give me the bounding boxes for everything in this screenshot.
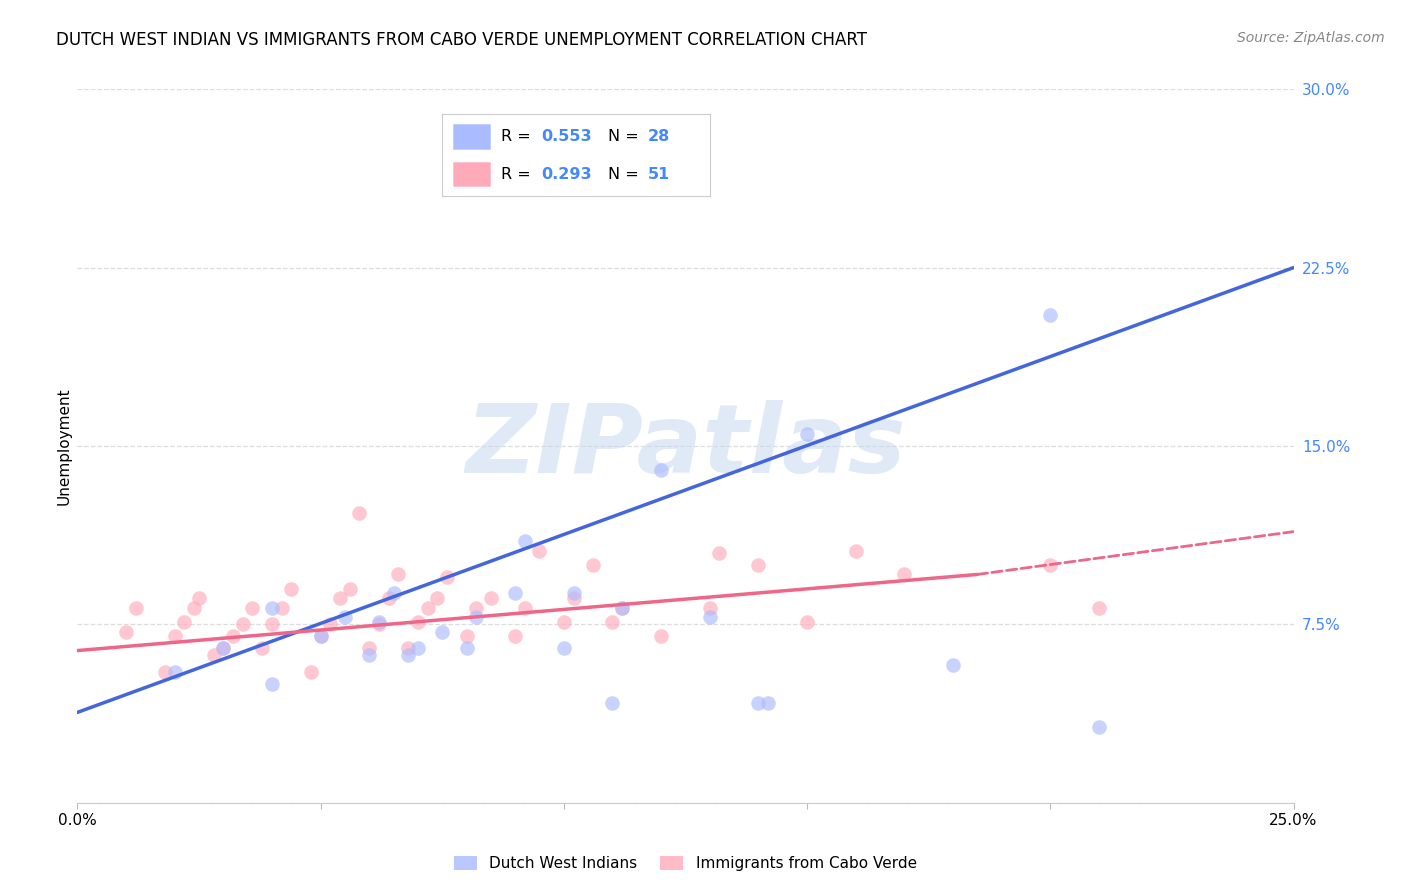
Point [406,641,429,656]
Point [562,591,585,606]
Point [280,582,302,596]
Point [699,610,721,624]
Point [893,567,915,582]
Point [747,558,769,572]
Point [250,641,273,656]
Legend: Dutch West Indians, Immigrants from Cabo Verde: Dutch West Indians, Immigrants from Cabo… [449,850,922,877]
Point [612,600,634,615]
Point [1039,308,1062,322]
Point [260,677,283,691]
FancyBboxPatch shape [453,161,491,186]
Point [845,543,868,558]
Point [212,641,235,656]
Text: 0.553: 0.553 [541,128,592,144]
Point [650,629,672,643]
Point [125,600,148,615]
Point [709,546,731,560]
Point [582,558,605,572]
Text: R =: R = [501,167,536,182]
Text: 51: 51 [648,167,671,182]
Point [1088,600,1111,615]
Point [503,629,526,643]
Point [359,648,381,663]
Point [553,615,575,629]
Point [1088,720,1111,734]
Point [942,657,965,672]
Point [513,534,536,549]
Text: N =: N = [607,167,644,182]
Point [465,600,488,615]
Point [796,427,818,442]
Point [529,543,551,558]
Y-axis label: Unemployment: Unemployment [56,387,72,505]
Point [212,641,235,656]
Point [465,610,488,624]
Point [416,600,439,615]
Text: Source: ZipAtlas.com: Source: ZipAtlas.com [1237,31,1385,45]
Point [426,591,449,606]
Point [202,648,225,663]
Point [163,665,186,679]
Point [270,600,292,615]
Point [260,600,283,615]
Text: N =: N = [607,128,644,144]
Point [747,696,769,710]
Point [319,617,342,632]
Point [436,570,458,584]
Point [612,600,634,615]
Point [503,586,526,600]
Point [479,591,502,606]
Text: R =: R = [501,128,536,144]
Point [513,600,536,615]
Point [602,696,624,710]
Point [456,641,478,656]
Point [183,600,205,615]
Point [188,591,211,606]
Point [382,586,405,600]
Point [377,591,399,606]
Point [756,696,779,710]
Point [339,582,361,596]
Point [562,586,585,600]
Point [396,648,419,663]
Point [796,615,818,629]
Text: 28: 28 [648,128,671,144]
Point [115,624,138,639]
Point [309,629,332,643]
Text: DUTCH WEST INDIAN VS IMMIGRANTS FROM CABO VERDE UNEMPLOYMENT CORRELATION CHART: DUTCH WEST INDIAN VS IMMIGRANTS FROM CAB… [56,31,868,49]
Point [456,629,478,643]
Point [650,463,672,477]
Point [406,615,429,629]
FancyBboxPatch shape [453,124,491,149]
Point [153,665,176,679]
Point [232,617,254,632]
Point [299,665,322,679]
Point [242,600,264,615]
Text: ZIPatlas: ZIPatlas [465,400,905,492]
Point [430,624,453,639]
Point [368,617,391,632]
Point [222,629,245,643]
Point [349,506,371,520]
Point [699,600,721,615]
Point [368,615,391,629]
Point [260,617,283,632]
Point [163,629,186,643]
Point [387,567,409,582]
Text: 0.293: 0.293 [541,167,592,182]
Point [396,641,419,656]
Point [329,591,352,606]
Point [1039,558,1062,572]
Point [359,641,381,656]
Point [309,629,332,643]
Point [553,641,575,656]
Point [602,615,624,629]
Point [173,615,195,629]
Point [333,610,356,624]
